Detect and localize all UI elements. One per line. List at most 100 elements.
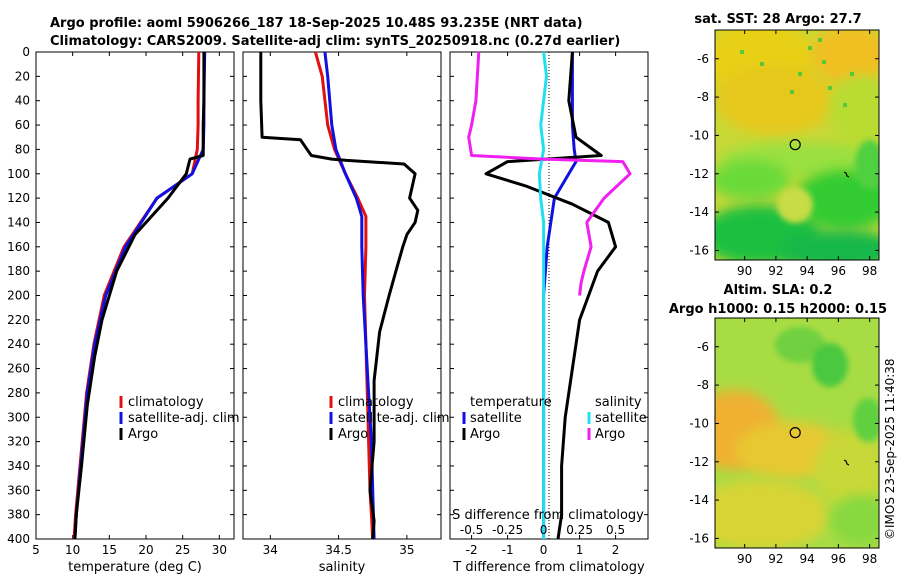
salinity-panel: [242, 51, 442, 540]
x-tick-label: 20: [138, 543, 153, 557]
map-y-tick-label: -10: [689, 128, 709, 142]
y-tick-label: 120: [7, 191, 30, 205]
pressure-axis: 0 20 40 60 80 100 120 140 160 180 200 220 240 260 280 3…: [7, 45, 648, 546]
sla-map-axes: -6 -8 -10 -12 -14 -16 90 92 94 96 98: [689, 318, 879, 566]
series-line-climatology: [313, 51, 375, 540]
legend-title-temperature: temperature: [470, 395, 552, 410]
footer-stamp: ©IMOS 23-Sep-2025 11:40:38: [883, 358, 897, 540]
map-x-tick-label: 92: [768, 552, 783, 566]
x-axis-label: T difference from climatology: [452, 560, 645, 575]
s-difference-label: S difference from climatology: [452, 508, 644, 523]
map-x-tick-label: 96: [831, 552, 846, 566]
sst-map-frame: [714, 29, 880, 261]
x-tick-label: 2: [612, 543, 620, 557]
s-tick-label: 0.5: [606, 523, 625, 537]
map-y-tick-label: -12: [689, 167, 709, 181]
s-difference-ticks: -0.5 -0.25 0 0.25 0.5: [460, 523, 625, 537]
legend-label-satellite: satellite-adj. clim: [338, 411, 450, 426]
y-tick-label: 40: [15, 94, 30, 108]
y-tick-label: 140: [7, 215, 30, 229]
y-tick-label: 280: [7, 386, 30, 400]
series-line-satellite-adj-clim: [323, 51, 376, 540]
y-tick-label: 80: [15, 142, 30, 156]
argo-location-marker: [789, 139, 801, 151]
legend-label-satellite: satellite-adj. clim: [128, 411, 240, 426]
map-y-tick-label: -6: [697, 52, 709, 66]
series-line-argo: [73, 52, 206, 540]
legend-label-t-argo: Argo: [470, 427, 500, 442]
figure-title-line2: Climatology: CARS2009. Satellite-adj cli…: [50, 34, 620, 49]
s-tick-label: -0.5: [460, 523, 483, 537]
sst-map-field: [715, 30, 879, 260]
salinity-legend: climatology satellite-adj. clim Argo: [329, 395, 450, 442]
y-tick-label: 380: [7, 508, 30, 522]
y-tick-label: 300: [7, 410, 30, 424]
legend-label-t-satellite: satellite: [470, 411, 522, 426]
map-x-tick-label: 90: [737, 552, 752, 566]
y-tick-label: 160: [7, 240, 30, 254]
y-tick-label: 0: [22, 45, 30, 59]
legend-label-argo: Argo: [338, 427, 368, 442]
sla-map-title-line2: Argo h1000: 0.15 h2000: 0.15: [669, 302, 887, 317]
profile-series: [72, 51, 632, 540]
map-x-tick-label: 96: [831, 264, 846, 278]
y-tick-label: 20: [15, 69, 30, 83]
legend-label-argo: Argo: [128, 427, 158, 442]
x-tick-label: 35: [399, 543, 414, 557]
argo-location-marker: [789, 427, 801, 439]
map-y-tick-label: -14: [689, 493, 709, 507]
map-y-tick-label: -8: [697, 90, 709, 104]
sla-map-field: [715, 318, 879, 548]
y-tick-label: 240: [7, 337, 30, 351]
x-tick-label: 10: [65, 543, 80, 557]
series-line-temperature-argo: [484, 51, 618, 540]
y-tick-label: 340: [7, 459, 30, 473]
x-tick-label: 34.5: [325, 543, 352, 557]
s-tick-label: -0.25: [492, 523, 523, 537]
map-y-tick-label: -16: [689, 243, 709, 257]
y-tick-label: 200: [7, 289, 30, 303]
map-y-tick-label: -8: [697, 378, 709, 392]
legend-title-salinity: salinity: [595, 395, 642, 410]
map-x-tick-label: 94: [800, 264, 815, 278]
map-y-tick-label: -16: [689, 531, 709, 545]
legend-label-s-argo: Argo: [595, 427, 625, 442]
difference-legend: temperature satellite Argo salinity sate…: [462, 395, 647, 442]
series-line-salinity-argo: [467, 51, 632, 296]
sst-map-axes: -6 -8 -10 -12 -14 -16 90 92 94 96 98: [689, 30, 879, 278]
legend-label-s-satellite: satellite: [595, 411, 647, 426]
y-tick-label: 260: [7, 362, 30, 376]
y-tick-label: 60: [15, 118, 30, 132]
series-line-salinity-satellite: [537, 51, 548, 539]
y-tick-label: 180: [7, 264, 30, 278]
map-x-tick-label: 94: [800, 552, 815, 566]
temperature-legend: climatology satellite-adj. clim Argo: [119, 395, 240, 442]
temperature-panel: [35, 51, 235, 540]
x-tick-label: -2: [466, 543, 478, 557]
x-tick-label: -1: [502, 543, 514, 557]
island-mark: [843, 459, 850, 466]
x-tick-label: 30: [212, 543, 227, 557]
figure-title-line1: Argo profile: aoml 5906266_187 18-Sep-20…: [50, 16, 583, 31]
map-x-tick-label: 92: [768, 264, 783, 278]
x-tick-label: 15: [102, 543, 117, 557]
island-mark: [843, 171, 850, 178]
x-tick-label: 0: [540, 543, 548, 557]
sla-map-title-line1: Altim. SLA: 0.2: [724, 283, 833, 298]
legend-label-climatology: climatology: [338, 395, 414, 410]
x-axis-label: salinity: [319, 560, 366, 575]
y-tick-label: 360: [7, 483, 30, 497]
y-tick-label: 320: [7, 435, 30, 449]
map-y-tick-label: -14: [689, 205, 709, 219]
y-tick-label: 220: [7, 313, 30, 327]
map-y-tick-label: -10: [689, 416, 709, 430]
legend-label-climatology: climatology: [128, 395, 204, 410]
y-tick-label: 100: [7, 167, 30, 181]
map-x-tick-label: 98: [862, 264, 877, 278]
s-tick-label: 0: [540, 523, 548, 537]
x-tick-label: 1: [576, 543, 584, 557]
map-x-tick-label: 98: [862, 552, 877, 566]
map-x-tick-label: 90: [737, 264, 752, 278]
